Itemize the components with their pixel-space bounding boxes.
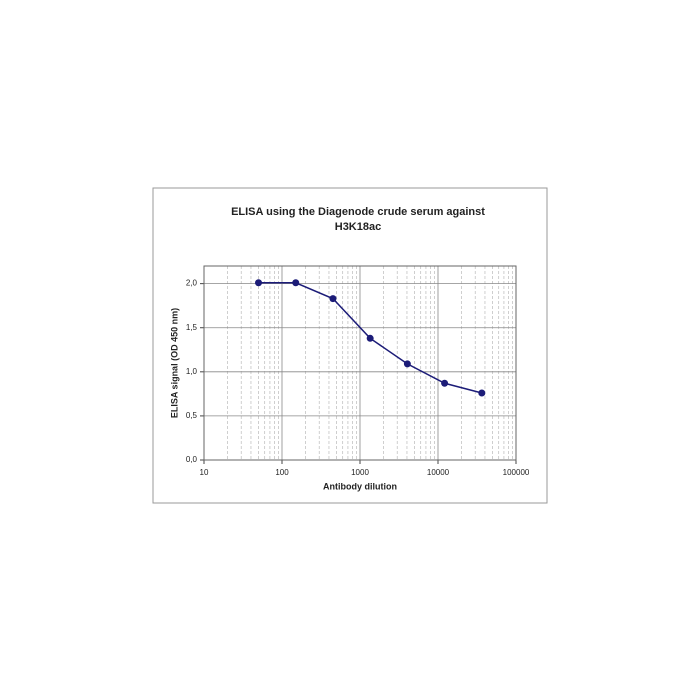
x-tick-label: 100: [275, 468, 289, 477]
chart-title: H3K18ac: [335, 221, 381, 233]
x-tick-label: 10: [200, 468, 209, 477]
data-point: [366, 334, 374, 342]
y-tick-label: 0,0: [186, 455, 198, 464]
data-point: [441, 379, 449, 387]
x-tick-label: 10000: [427, 468, 450, 477]
data-point: [255, 279, 263, 287]
x-tick-label: 1000: [351, 468, 369, 477]
chart-title: ELISA using the Diagenode crude serum ag…: [231, 206, 485, 218]
plot-border: [203, 265, 517, 461]
data-point: [292, 279, 300, 287]
y-tick-label: 0,5: [186, 411, 198, 420]
y-tick-label: 1,5: [186, 323, 198, 332]
data-point: [329, 295, 337, 303]
x-tick-label: 100000: [503, 468, 530, 477]
x-axis-label: Antibody dilution: [323, 481, 397, 491]
y-tick-label: 2,0: [186, 279, 198, 288]
y-tick-label: 1,0: [186, 367, 198, 376]
data-point: [403, 360, 411, 368]
data-point: [478, 389, 486, 397]
y-axis-label: ELISA signal (OD 450 nm): [169, 308, 179, 418]
